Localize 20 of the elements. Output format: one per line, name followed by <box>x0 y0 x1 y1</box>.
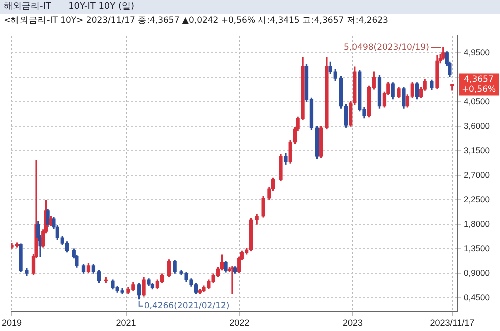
x-tick-label: 2021 <box>116 318 136 328</box>
y-tick-label: 1,3500 <box>464 243 490 254</box>
y-tick-label: 4,9500 <box>464 47 490 58</box>
chart-title: 해외금리-IT 10Y-IT 10Y (일) <box>0 0 500 14</box>
y-tick-label: 0,4500 <box>464 292 490 302</box>
chart-subtitle: <해외금리-IT 10Y> 2023/11/17 종:4,3657 ▲0,0242 +0,56% 시:4,3415 고:4,3657 저:4,2623 <box>3 15 390 28</box>
y-tick-label: 0,9000 <box>464 268 490 278</box>
x-tick-label: 2023/11/17 <box>430 318 475 328</box>
x-tick-label: 2022 <box>230 318 250 328</box>
annotation: 4,3657 +0,56% <box>462 75 496 96</box>
annotation: 0,4266(2021/02/12) <box>144 302 230 312</box>
y-tick-label: 3,6000 <box>464 120 490 131</box>
y-tick-label: 3,1500 <box>464 145 490 156</box>
y-tick-label: 4,0500 <box>464 96 490 106</box>
y-tick-label: 2,2500 <box>464 194 490 204</box>
annotation: 5,0498(2023/10/19) <box>344 42 430 53</box>
y-tick-label: 2,7000 <box>464 170 490 180</box>
x-tick-label: 2023 <box>343 318 364 328</box>
y-tick-label: 1,8000 <box>464 218 490 229</box>
x-tick-label: 2019 <box>2 318 22 328</box>
